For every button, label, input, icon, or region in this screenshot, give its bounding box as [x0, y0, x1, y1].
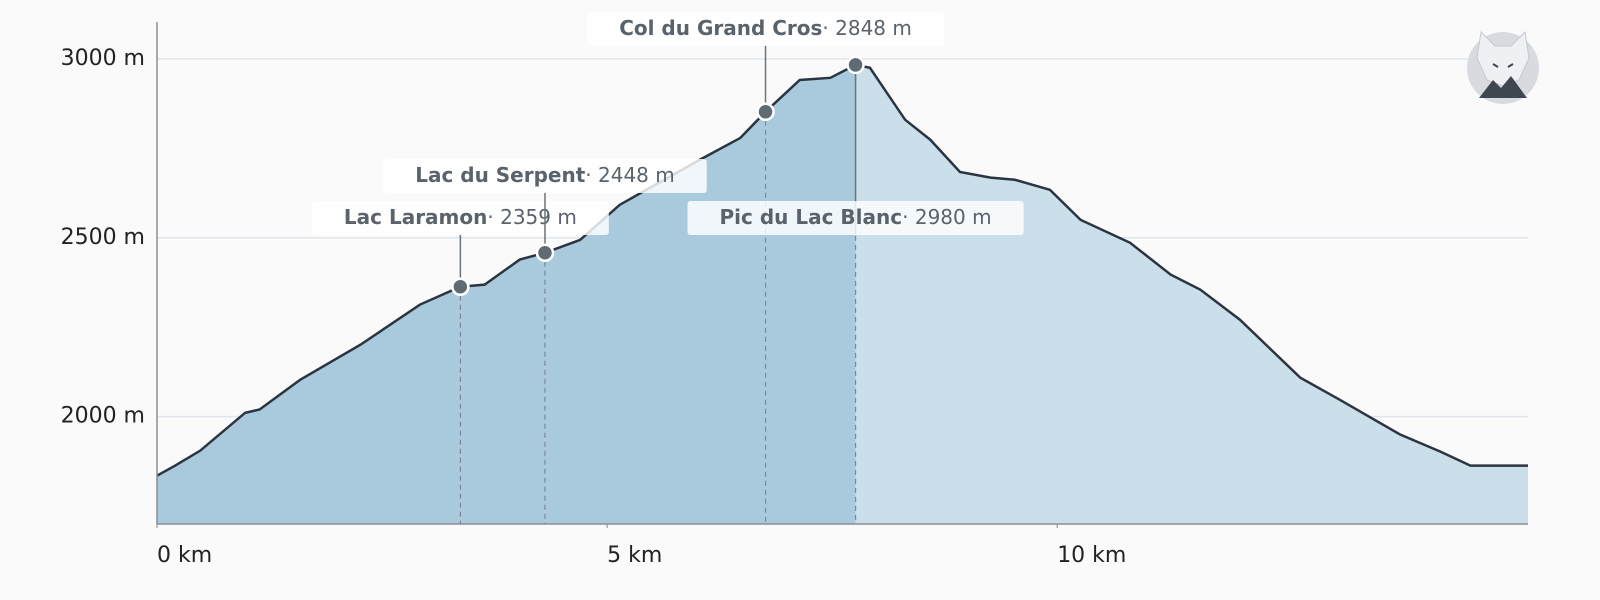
waypoint-label: Col du Grand Cros· 2848 m — [587, 12, 944, 46]
waypoint-text: Lac du Serpent· 2448 m — [415, 163, 675, 187]
waypoint-elevation: · 2448 m — [585, 163, 674, 187]
waypoint-marker — [756, 102, 775, 122]
waypoint-elevation: · 2359 m — [487, 205, 576, 229]
waypoint-name: Lac du Serpent — [415, 163, 586, 187]
elevation-line — [156, 63, 1528, 477]
plot: 2000 m 2500 m 3000 m 0 km 5 km 10 km Lac Laram… — [61, 12, 1528, 568]
waypoint-label: Lac Laramon· 2359 m — [311, 201, 609, 235]
elevation-area — [157, 64, 1528, 525]
waypoint-marker — [846, 55, 865, 75]
waypoint-marker — [451, 277, 470, 297]
waypoint-elevation: · 2848 m — [822, 16, 911, 40]
waypoint-marker — [535, 243, 555, 263]
waypoint-label: Lac du Serpent· 2448 m — [383, 159, 707, 193]
label-box — [311, 201, 609, 235]
y-tick-label: 3000 m — [61, 46, 145, 71]
waypoint-label: Pic du Lac Blanc· 2980 m — [687, 201, 1024, 235]
label-box — [687, 201, 1024, 235]
waypoint-text: Lac Laramon· 2359 m — [344, 205, 577, 229]
x-tick-label: 10 km — [1057, 543, 1126, 568]
waypoint-name: Pic du Lac Blanc — [720, 205, 903, 229]
x-tick-label: 0 km — [157, 543, 212, 568]
waypoint-text: Pic du Lac Blanc· 2980 m — [720, 205, 992, 229]
logo — [1467, 30, 1539, 104]
waypoint-elevation: · 2980 m — [902, 205, 991, 229]
waypoint-name: Lac Laramon — [344, 205, 487, 229]
y-tick-label: 2000 m — [61, 404, 145, 429]
label-box — [383, 159, 707, 193]
y-tick-label: 2500 m — [61, 225, 145, 250]
label-box — [587, 12, 944, 46]
waypoint-text: Col du Grand Cros· 2848 m — [619, 16, 912, 40]
waypoint-name: Col du Grand Cros — [619, 16, 822, 40]
x-tick-label: 5 km — [607, 543, 662, 568]
